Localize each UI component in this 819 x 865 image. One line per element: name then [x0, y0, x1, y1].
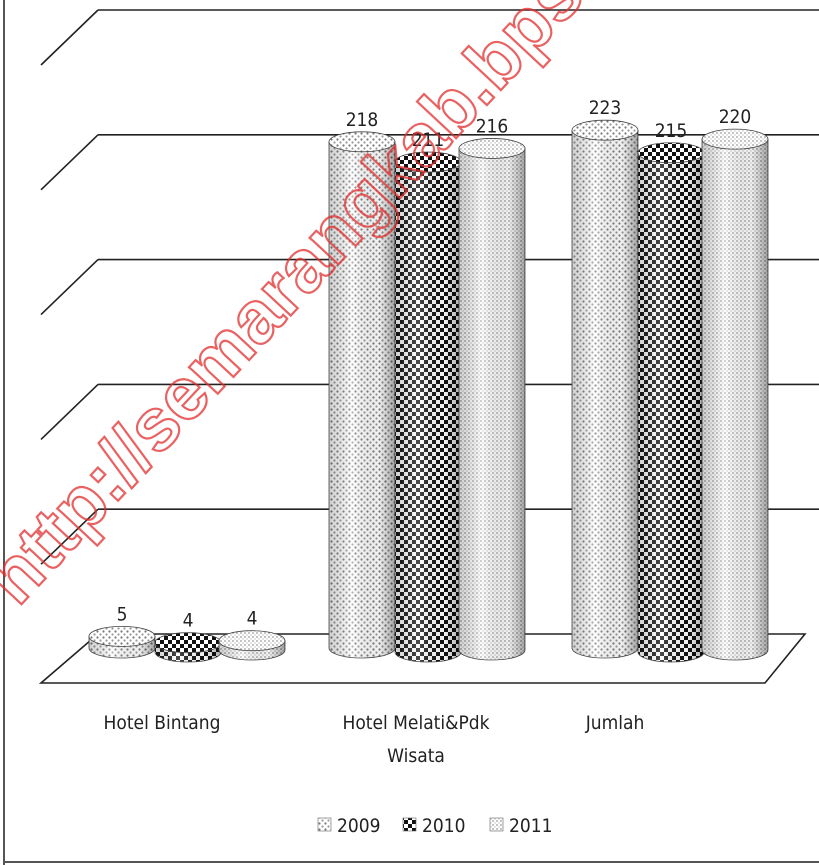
bar-hotel-bintang-2010	[154, 632, 222, 663]
data-label-hotel-bintang-2010: 4	[183, 610, 194, 632]
data-label-jumlah-2011: 220	[719, 106, 752, 128]
legend-item-2010: 2010	[402, 815, 466, 837]
bars	[88, 119, 769, 663]
data-label-hotel-melati-pdk-wisata-2009: 218	[346, 109, 379, 131]
data-label-jumlah-2010: 215	[655, 120, 688, 142]
gridline-side-50	[40, 508, 99, 565]
bar-hotel-melati-pdk-wisata-2009	[328, 131, 396, 659]
data-label-hotel-bintang-2009: 5	[117, 603, 128, 625]
category-label-2: Jumlah	[585, 712, 645, 734]
legend-label-2010: 2010	[422, 815, 466, 837]
legend-label-2009: 2009	[337, 815, 381, 837]
data-labels: 5 4 4 218 211 216 223 215 220	[117, 97, 752, 632]
category-axis: Hotel Bintang Hotel Melati&Pdk Wisata Jumla…	[104, 712, 645, 767]
bar-jumlah-2011	[701, 128, 769, 661]
legend-swatch-2010	[402, 817, 417, 832]
bar-hotel-melati-pdk-wisata-2011	[458, 138, 526, 661]
legend-swatch-2009	[317, 817, 332, 832]
legend: 2009 2010 2011	[317, 815, 553, 837]
category-label-0: Hotel Bintang	[104, 712, 221, 734]
data-label-hotel-melati-pdk-wisata-2010: 211	[412, 129, 445, 151]
bar-jumlah-2009	[571, 119, 639, 659]
data-label-hotel-melati-pdk-wisata-2011: 216	[476, 115, 509, 137]
category-label-1: Hotel Melati&Pdk Wisata	[342, 712, 489, 767]
legend-item-2009: 2009	[317, 815, 381, 837]
bar-hotel-bintang-2009	[88, 625, 156, 659]
bar-jumlah-2010	[637, 142, 705, 663]
data-label-hotel-bintang-2011: 4	[247, 608, 258, 630]
legend-label-2011: 2011	[509, 815, 553, 837]
legend-item-2011: 2011	[489, 815, 553, 837]
gridline-side-250	[40, 9, 99, 66]
gridline-side-100	[40, 383, 99, 440]
legend-swatch-2011	[489, 817, 504, 832]
gridline-side-200	[40, 134, 99, 191]
bar-hotel-bintang-2011	[218, 630, 286, 661]
data-label-jumlah-2009: 223	[589, 97, 622, 119]
gridline-side-150	[40, 259, 99, 316]
bar-hotel-melati-pdk-wisata-2010	[394, 151, 462, 663]
